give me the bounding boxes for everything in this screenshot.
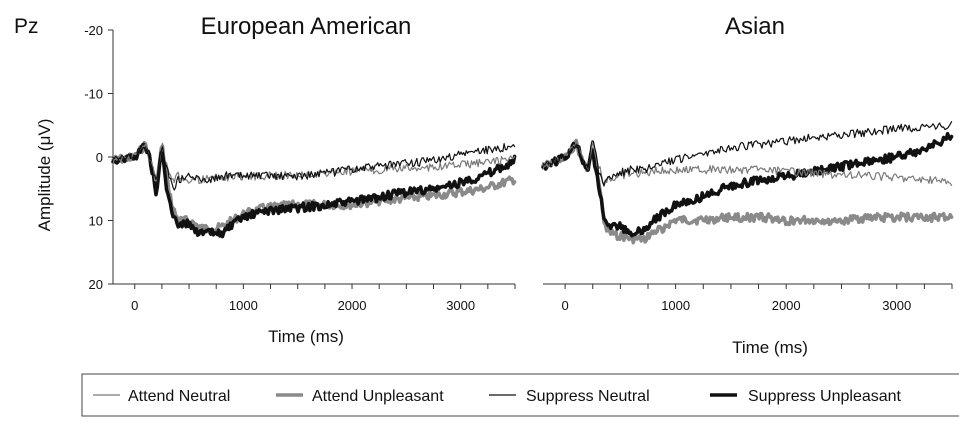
y-tick-label: -20 [84,23,103,38]
x-tick-label: 1000 [661,298,690,313]
series-line-suppress-unpleasant [111,142,517,239]
x-tick-label: 2000 [338,298,367,313]
x-tick-label: 0 [131,298,138,313]
panels-layer: European American 0 1000 2000 3000 -20 -10 0 10 2… [35,13,954,357]
y-axis-title: Amplitude (μV) [35,119,54,232]
y-tick-label: -10 [84,87,103,102]
series-line-suppress-unpleasant [541,131,954,238]
legend-label: Suppress Unpleasant [748,388,902,405]
panel-title: Asian [725,13,785,40]
electrode-label: Pz [14,15,39,38]
legend-box [81,373,959,417]
x-tick-label: 3000 [882,298,911,313]
legend-label: Attend Unpleasant [312,388,444,405]
y-tick-label: 10 [89,214,103,229]
legend-label: Attend Neutral [128,388,230,405]
series-line-attend-neutral [542,139,953,186]
x-tick-label: 1000 [229,298,258,313]
chart-panel-0: European American 0 1000 2000 3000 -20 -10 0 10 2… [35,13,517,346]
series-line-suppress-neutral [112,143,516,191]
x-tick-label: 0 [561,298,568,313]
x-axis-title: Time (ms) [268,327,344,346]
x-axis-title: Time (ms) [732,338,808,357]
series-line-attend-unpleasant [111,140,517,236]
panel-title: European American [201,13,412,40]
legend-label: Suppress Neutral [526,388,650,405]
y-tick-label: 20 [89,277,103,292]
x-tick-label: 2000 [772,298,801,313]
chart-panel-1: Asian 0 1000 2000 3000 Time (ms) [541,13,954,357]
y-tick-label: 0 [96,150,103,165]
series-line-attend-unpleasant [541,138,954,245]
x-tick-label: 3000 [446,298,475,313]
legend: Attend Neutral Attend Unpleasant Suppress … [81,373,959,417]
series-line-suppress-neutral [542,121,953,187]
